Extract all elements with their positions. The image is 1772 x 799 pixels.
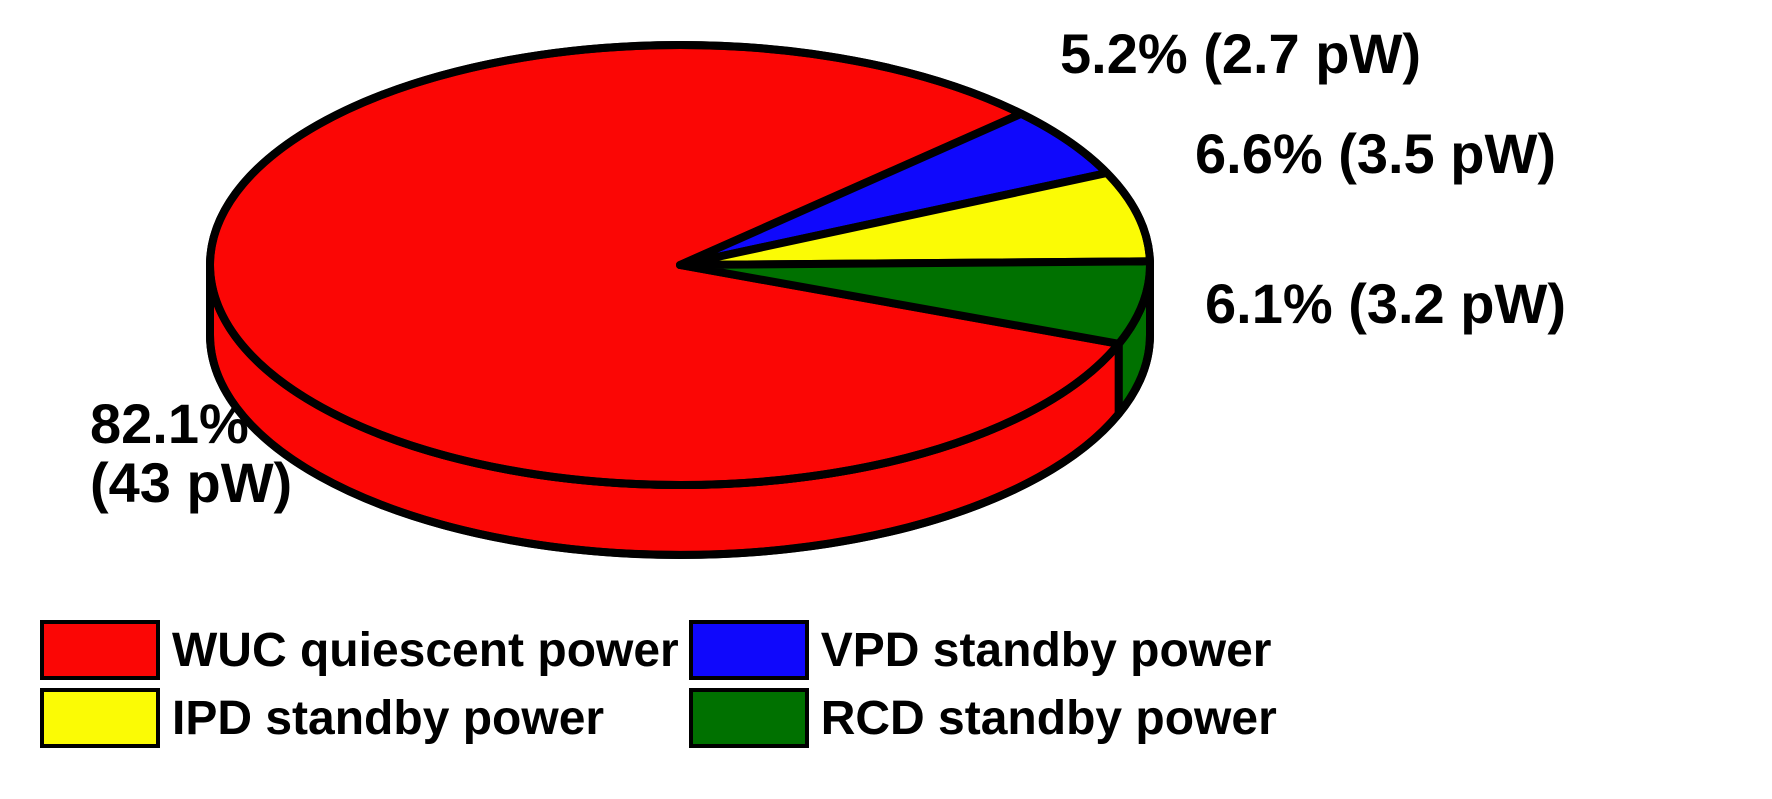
legend-swatch-ipd [40, 688, 160, 748]
legend-item-ipd: IPD standby power [40, 688, 679, 748]
slice-label-ipd: 6.6% (3.5 pW) [1195, 125, 1556, 184]
legend-label-rcd: RCD standby power [821, 691, 1277, 746]
legend-item-vpd: VPD standby power [689, 620, 1277, 680]
legend-swatch-rcd [689, 688, 809, 748]
legend-swatch-vpd [689, 620, 809, 680]
slice-label-wuc: 82.1% (43 pW) [90, 395, 292, 513]
slice-label-vpd: 5.2% (2.7 pW) [1060, 25, 1421, 84]
legend: WUC quiescent power VPD standby power IP… [40, 620, 1277, 748]
legend-item-rcd: RCD standby power [689, 688, 1277, 748]
legend-label-ipd: IPD standby power [172, 691, 604, 746]
legend-label-wuc: WUC quiescent power [172, 623, 679, 678]
legend-swatch-wuc [40, 620, 160, 680]
legend-item-wuc: WUC quiescent power [40, 620, 679, 680]
slice-label-rcd: 6.1% (3.2 pW) [1205, 275, 1566, 334]
pie-chart-figure: 82.1% (43 pW) 5.2% (2.7 pW) 6.6% (3.5 pW… [0, 0, 1772, 799]
legend-label-vpd: VPD standby power [821, 623, 1272, 678]
